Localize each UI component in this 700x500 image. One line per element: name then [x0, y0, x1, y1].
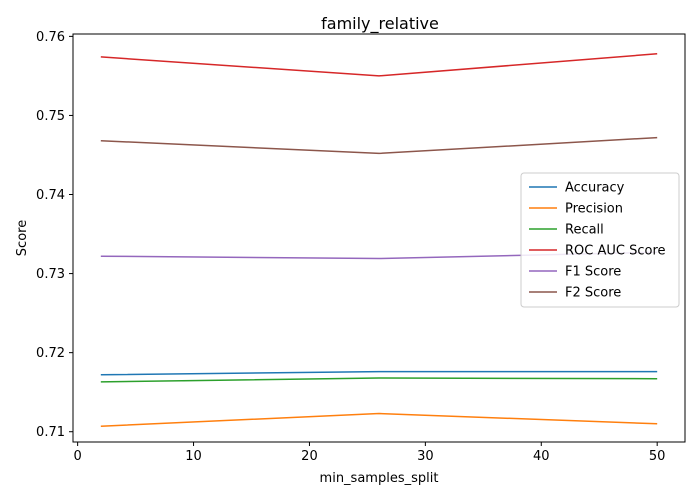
- y-tick-label: 0.73: [36, 267, 65, 282]
- y-tick-label: 0.72: [36, 346, 65, 361]
- legend-label: F2 Score: [565, 286, 621, 301]
- y-tick-label: 0.74: [36, 188, 65, 203]
- x-tick-label: 0: [73, 449, 81, 464]
- x-axis-label: min_samples_split: [320, 471, 439, 486]
- x-tick-label: 30: [417, 449, 434, 464]
- y-tick-label: 0.75: [36, 109, 65, 124]
- series-line-f2-score: [100, 136, 658, 155]
- legend-label: Accuracy: [565, 181, 625, 196]
- series-layer: [100, 53, 658, 427]
- series-line-roc-auc-score: [100, 53, 658, 77]
- legend-label: F1 Score: [565, 265, 621, 280]
- legend-label: Recall: [565, 223, 604, 238]
- x-tick-label: 40: [533, 449, 550, 464]
- y-axis-label: Score: [15, 220, 30, 256]
- x-tick-label: 20: [301, 449, 318, 464]
- x-tick-label: 50: [649, 449, 666, 464]
- series-line-precision: [100, 412, 658, 427]
- legend-label: ROC AUC Score: [565, 244, 666, 259]
- legend-box: [520, 172, 680, 308]
- x-axis: 0 10 20 30 40 50: [73, 442, 665, 464]
- chart-title: family_relative: [321, 14, 439, 34]
- series-line-accuracy: [100, 370, 658, 376]
- legend: Accuracy Precision Recall ROC AUC Score F1 S…: [520, 172, 680, 308]
- y-tick-label: 0.71: [36, 425, 65, 440]
- plot-frame: [72, 33, 686, 443]
- series-line-recall: [100, 377, 658, 383]
- y-tick-label: 0.76: [36, 30, 65, 45]
- x-tick-label: 10: [185, 449, 202, 464]
- legend-label: Precision: [565, 202, 623, 217]
- y-axis: 0.71 0.72 0.73 0.74 0.75 0.76: [36, 30, 73, 440]
